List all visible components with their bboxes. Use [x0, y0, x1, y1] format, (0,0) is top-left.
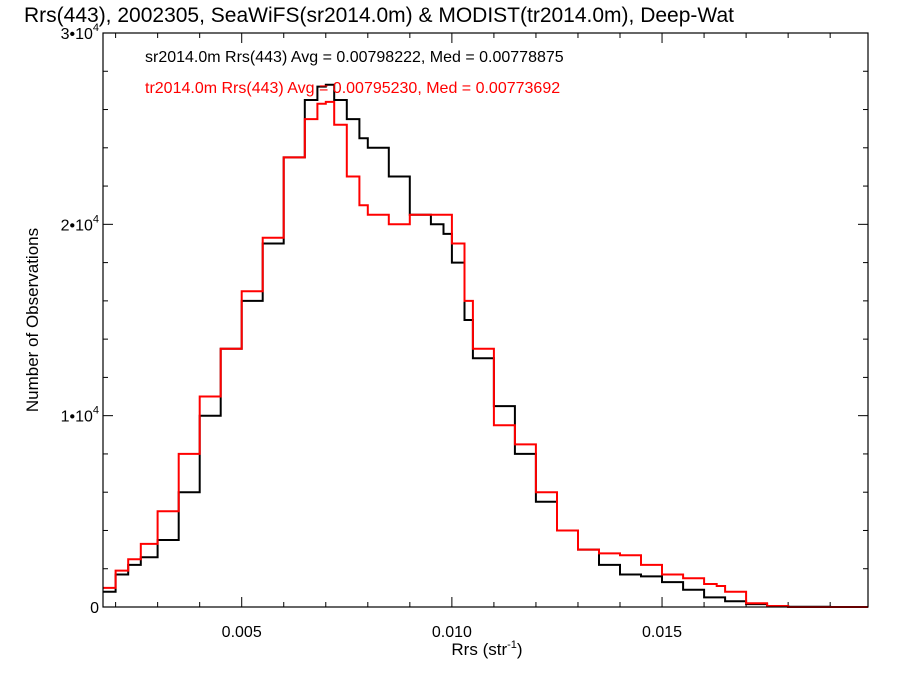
x-axis-label-suffix: ) [517, 640, 523, 659]
y-tick-label-exponent: 4 [93, 22, 99, 34]
plot-frame [102, 32, 869, 608]
x-tick-label: 0.015 [642, 624, 682, 641]
series-tr2014-line [103, 100, 868, 608]
y-tick-label: 2•104 [61, 213, 99, 234]
y-tick-label-base: 1•10 [61, 409, 93, 426]
y-tick-label-exponent: 4 [93, 405, 99, 417]
x-tick-label: 0.005 [222, 624, 262, 641]
x-tick-labels: 0.005 0.010 0.015 [222, 624, 682, 641]
y-axis-label: Number of Observations [23, 228, 42, 412]
y-tick-label-exponent: 4 [93, 213, 99, 225]
series-sr2014-line [103, 83, 868, 608]
x-axis-label-text: Rrs (str [451, 640, 507, 659]
y-tick-label-base: 2•10 [61, 217, 93, 234]
y-tick-label: 1•104 [61, 405, 99, 426]
y-tick-label: 0 [90, 600, 99, 617]
y-tick-label: 3•104 [61, 22, 99, 43]
x-axis-label: Rrs (str-1) [451, 639, 522, 659]
axis-ticks [103, 32, 868, 608]
y-tick-label-base: 3•10 [61, 26, 93, 43]
legend-entry-tr2014: tr2014.0m Rrs(443) Avg = 0.00795230, Med… [145, 80, 560, 97]
legend-entry-sr2014: sr2014.0m Rrs(443) Avg = 0.00798222, Med… [145, 49, 564, 66]
x-axis-label-exponent: -1 [507, 639, 517, 651]
chart-title: Rrs(443), 2002305, SeaWiFS(sr2014.0m) & … [24, 4, 734, 27]
x-tick-label: 0.010 [432, 624, 472, 641]
series-lines [103, 83, 868, 608]
